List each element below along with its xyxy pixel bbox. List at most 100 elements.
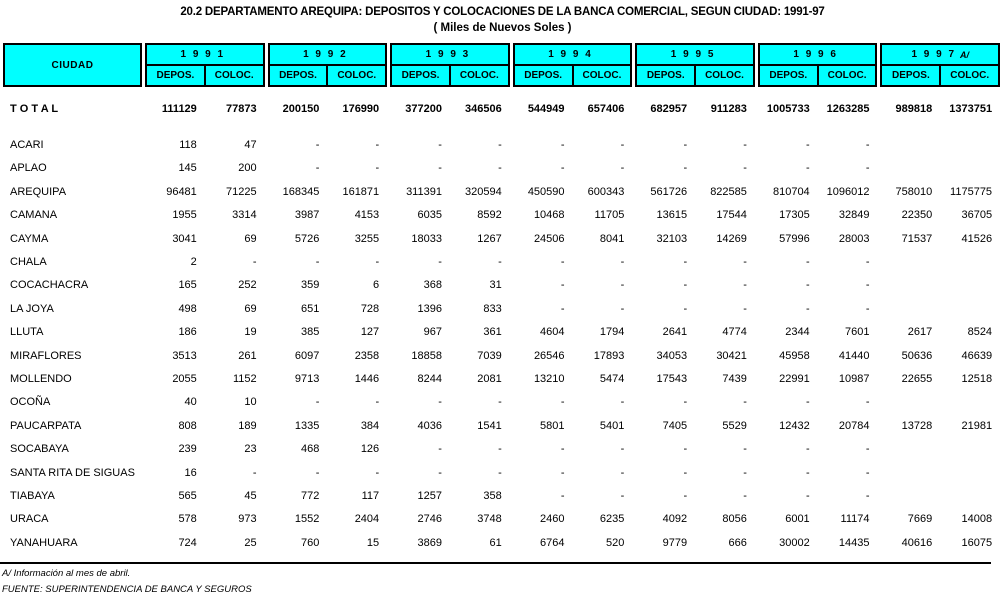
year-value-pair: -- xyxy=(513,490,633,502)
year-value-pair xyxy=(880,443,1000,455)
row-label: CHALA xyxy=(10,256,47,269)
value-cell: - xyxy=(806,279,810,292)
year-group: 1 9 9 5 DEPOS. COLOC. xyxy=(635,43,755,87)
year-value-pair: 50636 46639 xyxy=(880,350,1000,362)
subheader-row: DEPOS. COLOC. xyxy=(392,66,508,85)
value-cell: 5474 xyxy=(599,372,625,385)
year-value-pair: 40616 16075 xyxy=(880,537,1000,549)
value-cell: 40616 xyxy=(901,536,933,549)
year-value-pair: 8244 2081 xyxy=(390,373,510,385)
year-value-pair: 450590 600343 xyxy=(513,186,633,198)
year-value-pair: 13728 21981 xyxy=(880,420,1000,432)
year-value-pair: -- xyxy=(758,139,878,151)
row-values: 186 19 385 127 967 361 4604 1794 2641 4774 2344 760… xyxy=(145,326,1000,338)
value-cell: 359 xyxy=(301,279,320,292)
year-value-pair: -- xyxy=(513,396,633,408)
value-cell: - xyxy=(743,396,747,409)
year-label: 1 9 9 4 xyxy=(514,45,631,66)
row-values: 724 25 760 15 3869 61 6764 520 9779 666 30002 14435… xyxy=(145,537,1000,549)
value-cell: - xyxy=(620,489,625,502)
value-cell xyxy=(880,162,940,174)
value-cell: 4153 xyxy=(354,209,380,222)
year-value-pair xyxy=(880,256,1000,268)
year-value-pair: 808 189 xyxy=(145,420,265,432)
value-cell: - xyxy=(743,279,747,292)
year-value-pair: -- xyxy=(758,443,878,455)
footnote-note: A/ Información al mes de abril. xyxy=(2,568,131,580)
value-cell: - xyxy=(806,466,810,479)
value-cell: - xyxy=(683,396,688,409)
year-value-pair: -- xyxy=(635,303,755,315)
value-cell: 520 xyxy=(605,536,625,549)
value-cell: 8244 xyxy=(417,372,442,385)
row-values: 3041 69 5726 3255 18033 1267 24506 8041 32103 142… xyxy=(145,233,1000,245)
value-cell xyxy=(880,256,940,268)
value-cell: 2641 xyxy=(662,326,688,339)
value-cell: - xyxy=(865,139,870,152)
year-value-pair: 18858 7039 xyxy=(390,350,510,362)
value-cell: 10468 xyxy=(533,209,565,222)
year-value-pair: 239 23 xyxy=(145,443,265,455)
value-cell: 6235 xyxy=(599,513,625,526)
value-cell: 176990 xyxy=(342,102,380,115)
year-value-pair: 34053 30421 xyxy=(635,350,755,362)
year-value-pair: 772 117 xyxy=(268,490,388,502)
value-cell xyxy=(880,139,940,151)
value-cell: 6001 xyxy=(785,513,810,526)
value-cell: 600343 xyxy=(587,185,625,198)
value-cell: 911283 xyxy=(710,102,747,115)
value-cell: 126 xyxy=(360,443,380,456)
row-label: OCOÑA xyxy=(10,396,51,409)
value-cell: 9779 xyxy=(662,536,688,549)
value-cell: 22350 xyxy=(901,209,933,222)
value-cell: - xyxy=(620,279,625,292)
value-cell: - xyxy=(560,396,565,409)
value-cell: 18033 xyxy=(411,232,442,245)
year-value-pair: -- xyxy=(758,490,878,502)
year-value-pair: 2344 7601 xyxy=(758,326,878,338)
value-cell: - xyxy=(315,466,320,479)
row-label: MIRAFLORES xyxy=(10,349,82,362)
row-values: 808 189 1335 384 4036 1541 5801 5401 7405 5529 124… xyxy=(145,420,1000,432)
value-cell: 2081 xyxy=(477,372,502,385)
value-cell: 165 xyxy=(178,279,197,292)
year-label: 1 9 9 6 xyxy=(759,45,876,66)
value-cell: 1257 xyxy=(417,489,442,502)
value-cell: 8041 xyxy=(599,232,625,245)
value-cell: 1096012 xyxy=(826,185,870,198)
value-cell: 189 xyxy=(238,419,257,432)
year-value-pair: 385 127 xyxy=(268,326,388,338)
value-cell: - xyxy=(498,256,502,269)
year-value-pair: 377200 346506 xyxy=(390,103,510,115)
value-cell xyxy=(940,467,1000,479)
table-row: CAMANA 1955 3314 3987 4153 6035 8592 10468 1170… xyxy=(3,204,1000,227)
table-row: SANTA RITA DE SIGUAS 16- - - - - - - - - - - xyxy=(3,461,1000,484)
value-cell: - xyxy=(560,256,565,269)
year-note: A/ xyxy=(960,49,970,60)
value-cell: - xyxy=(560,489,565,502)
year-value-pair: -- xyxy=(513,256,633,268)
year-value-pair: -- xyxy=(635,139,755,151)
value-cell: 2055 xyxy=(172,372,197,385)
value-cell: - xyxy=(438,139,442,152)
row-values: 111129 77873 200150 176990 377200 346506 54494… xyxy=(145,103,1000,115)
column-header-coloc: COLOC. xyxy=(939,66,998,85)
value-cell: 71537 xyxy=(901,232,933,245)
year-value-pair: 26546 17893 xyxy=(513,350,633,362)
year-value-pair: -- xyxy=(758,162,878,174)
table-row: CAYMA 3041 69 5726 3255 18033 1267 24506 8041 32… xyxy=(3,227,1000,250)
value-cell: - xyxy=(560,466,565,479)
value-cell: 36705 xyxy=(961,209,993,222)
row-values: 1955 3314 3987 4153 6035 8592 10468 11705 13615 1… xyxy=(145,209,1000,221)
row-label: YANAHUARA xyxy=(10,536,78,549)
year-value-pair: 32103 14269 xyxy=(635,233,755,245)
year-value-pair: 17305 32849 xyxy=(758,209,878,221)
value-cell: 8524 xyxy=(967,326,993,339)
year-value-pair: 810704 1096012 xyxy=(758,186,878,198)
value-cell: 20784 xyxy=(838,419,870,432)
subheader-row: DEPOS. COLOC. xyxy=(637,66,753,85)
value-cell: 41440 xyxy=(838,349,870,362)
value-cell: - xyxy=(806,256,810,269)
year-value-pair: -- xyxy=(758,279,878,291)
value-cell: 32103 xyxy=(656,232,688,245)
